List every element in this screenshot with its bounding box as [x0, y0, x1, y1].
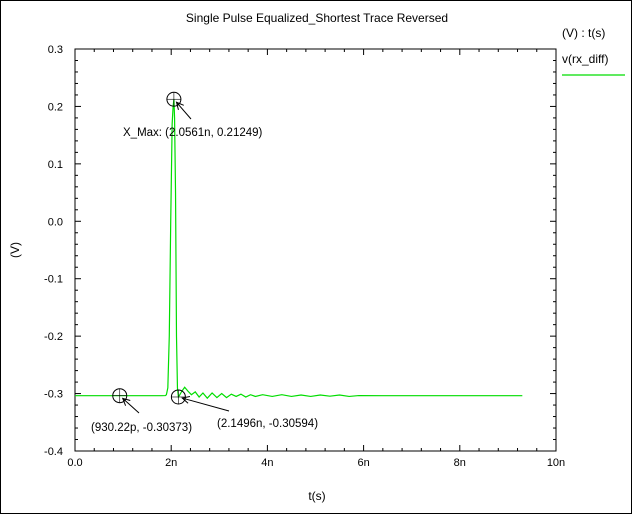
annotation-label: (2.1496n, -0.30594)	[217, 418, 318, 430]
chart-title: Single Pulse Equalized_Shortest Trace Re…	[186, 11, 448, 25]
x-tick-label: 10n	[547, 457, 565, 469]
annotation-label: X_Max: (2.0561n, 0.21249)	[123, 127, 263, 139]
series-line-v-rx-diff	[74, 99, 523, 400]
marker-arrow	[182, 397, 230, 412]
marker-arrowhead	[181, 396, 191, 404]
marker-arrowhead	[121, 397, 131, 406]
y-tick-label: -0.3	[44, 389, 63, 401]
marker-1: X_Max: (2.0561n, 0.21249)	[123, 91, 263, 139]
legend-header: (V) : t(s)	[562, 26, 605, 40]
plot-area	[74, 48, 557, 452]
y-tick-label: 0.2	[48, 101, 63, 113]
x-axis-ticks: 0.0 2n 4n 6n 8n 10n	[67, 49, 565, 469]
x-tick-label: 2n	[165, 457, 177, 469]
x-tick-label: 6n	[357, 457, 369, 469]
x-tick-label: 4n	[261, 457, 273, 469]
y-tick-label: 0.1	[48, 159, 63, 171]
marker-arrowhead	[175, 101, 184, 110]
y-axis-label: (V)	[8, 242, 22, 258]
marker-group: X_Max: (2.0561n, 0.21249) (930.22p, -0.30…	[91, 91, 318, 434]
marker-3: (2.1496n, -0.30594)	[170, 389, 318, 430]
marker-arrow	[176, 101, 192, 120]
x-tick-label: 0.0	[67, 457, 82, 469]
y-tick-label: 0.3	[48, 44, 63, 56]
y-tick-label: -0.2	[44, 331, 63, 343]
y-tick-label: -0.1	[44, 274, 63, 286]
x-tick-label: 8n	[454, 457, 466, 469]
marker-2: (930.22p, -0.30373)	[91, 388, 192, 434]
annotation-label: (930.22p, -0.30373)	[91, 422, 192, 434]
x-axis-label: t(s)	[308, 489, 325, 503]
y-axis-ticks: 0.3 0.2 0.1 0.0 -0.1 -0.2 -0.3 -0.4	[44, 44, 556, 458]
y-tick-label: -0.4	[44, 446, 63, 458]
y-tick-label: 0.0	[48, 216, 63, 228]
marker-arrow	[122, 398, 140, 414]
legend-label-v-rx-diff: v(rx_diff)	[562, 52, 608, 66]
